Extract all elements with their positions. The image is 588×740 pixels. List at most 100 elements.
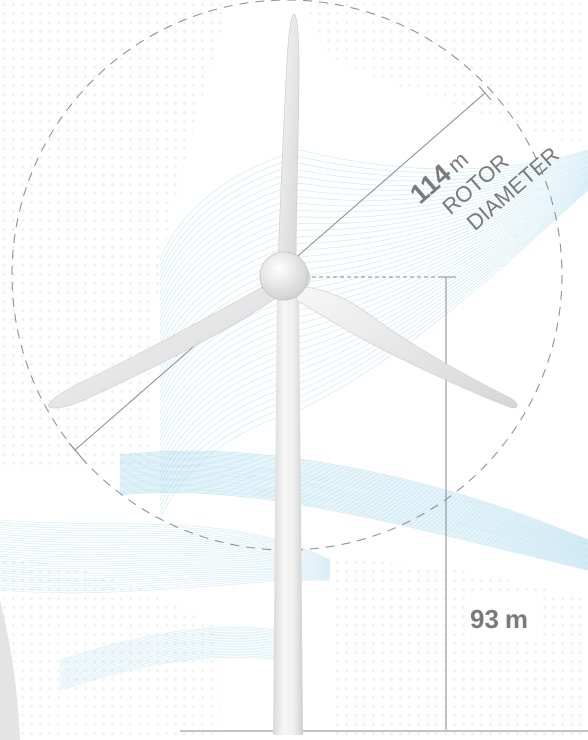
wave-line bbox=[159, 169, 588, 387]
wave-line bbox=[159, 149, 588, 261]
wave-line bbox=[159, 179, 588, 454]
hub-height-label: 93 m bbox=[470, 604, 528, 634]
wave-line bbox=[119, 490, 588, 570]
wave-line bbox=[159, 166, 588, 367]
wave-line bbox=[119, 479, 588, 561]
wave-line bbox=[119, 483, 588, 565]
wave-line bbox=[119, 453, 588, 543]
wave-line bbox=[159, 181, 588, 467]
hub-height-dimension-line bbox=[180, 276, 588, 732]
wave-line bbox=[159, 154, 588, 294]
wave-line bbox=[59, 631, 281, 666]
hub-height-unit: m bbox=[505, 604, 528, 634]
wave-line bbox=[119, 491, 588, 571]
wave-line bbox=[59, 645, 281, 680]
wave-lines bbox=[0, 149, 588, 691]
wave-line bbox=[119, 462, 588, 549]
wave-line bbox=[119, 470, 588, 555]
wave-line bbox=[119, 457, 588, 546]
wave-line bbox=[59, 655, 281, 689]
wave-line bbox=[119, 474, 588, 558]
neighbor-turbine-edge bbox=[0, 600, 20, 740]
wave-line bbox=[119, 455, 588, 544]
wave-line bbox=[159, 177, 588, 441]
wave-line bbox=[59, 652, 281, 686]
wave-line bbox=[119, 482, 588, 564]
wave-line bbox=[59, 650, 281, 684]
wave-line bbox=[159, 186, 588, 501]
wave-line bbox=[159, 184, 588, 487]
wave-line bbox=[159, 159, 588, 327]
wave-line bbox=[119, 459, 588, 547]
wave-line bbox=[119, 469, 588, 555]
wave-line bbox=[119, 473, 588, 557]
wave-line bbox=[119, 477, 588, 561]
wave-line bbox=[119, 454, 588, 543]
wave-line bbox=[159, 150, 588, 267]
wave-line bbox=[59, 641, 281, 675]
wave-line bbox=[119, 465, 588, 551]
wave-line bbox=[159, 171, 588, 401]
blade-upper bbox=[277, 13, 300, 269]
wave-line bbox=[119, 472, 588, 556]
wave-line bbox=[159, 151, 588, 274]
wave-line bbox=[159, 178, 588, 447]
wave-line bbox=[119, 463, 588, 550]
wave-line bbox=[159, 182, 588, 474]
wave-line bbox=[119, 480, 588, 562]
wave-line bbox=[159, 172, 588, 407]
wave-line bbox=[59, 644, 281, 678]
wave-line bbox=[59, 638, 281, 672]
wave-line bbox=[159, 183, 588, 481]
wave-line bbox=[159, 155, 588, 301]
wave-line bbox=[119, 466, 588, 552]
wave-line bbox=[159, 161, 588, 334]
turbine-tower bbox=[273, 290, 303, 735]
wave-line bbox=[119, 450, 588, 541]
wave-line bbox=[159, 153, 588, 287]
wave-line bbox=[159, 165, 588, 361]
wave-line bbox=[159, 152, 588, 281]
wave-line bbox=[159, 180, 588, 461]
wave-line bbox=[159, 187, 588, 507]
wave-line bbox=[159, 156, 588, 307]
blade-left bbox=[47, 281, 277, 409]
wave-line bbox=[59, 647, 281, 681]
wave-line bbox=[119, 475, 588, 559]
wave-line bbox=[59, 634, 281, 669]
wave-line bbox=[119, 452, 588, 542]
wave-line bbox=[159, 158, 588, 321]
wave-line bbox=[59, 642, 281, 677]
hub-height-value: 93 bbox=[470, 604, 499, 634]
wave-line bbox=[159, 188, 588, 514]
rotor-sweep-circle bbox=[11, 0, 563, 551]
wave-line bbox=[159, 176, 588, 434]
wave-line bbox=[59, 639, 281, 673]
wave-line bbox=[119, 467, 588, 553]
wave-line bbox=[119, 484, 588, 566]
wave-line bbox=[159, 185, 588, 494]
turbine-blades bbox=[47, 13, 518, 409]
wave-line bbox=[119, 460, 588, 548]
wave-line bbox=[119, 488, 588, 568]
wave-line bbox=[119, 456, 588, 545]
wave-line bbox=[159, 162, 588, 341]
wave-line bbox=[119, 468, 588, 554]
wave-line bbox=[59, 636, 281, 670]
wave-line bbox=[119, 481, 588, 563]
wave-line bbox=[59, 627, 281, 661]
wave-line bbox=[59, 633, 281, 667]
hub-height-label-bg bbox=[466, 596, 538, 638]
wave-line bbox=[59, 653, 281, 688]
wave-line bbox=[159, 164, 588, 354]
blade-right bbox=[295, 285, 518, 409]
wave-line bbox=[59, 628, 281, 662]
wave-line bbox=[159, 157, 588, 314]
wave-line bbox=[59, 630, 281, 664]
wave-line bbox=[119, 489, 588, 569]
wave-line bbox=[59, 657, 281, 691]
wave-line bbox=[159, 167, 588, 374]
rotor-hub bbox=[259, 251, 309, 301]
